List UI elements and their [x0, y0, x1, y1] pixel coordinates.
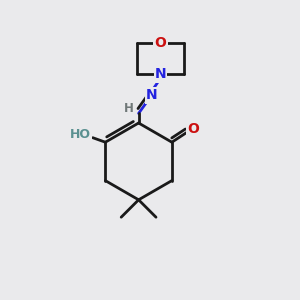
Text: O: O: [187, 122, 199, 136]
Text: H: H: [124, 102, 134, 116]
Text: N: N: [155, 68, 166, 81]
Text: HO: HO: [70, 128, 91, 141]
Text: N: N: [146, 88, 157, 102]
Text: O: O: [154, 36, 166, 50]
